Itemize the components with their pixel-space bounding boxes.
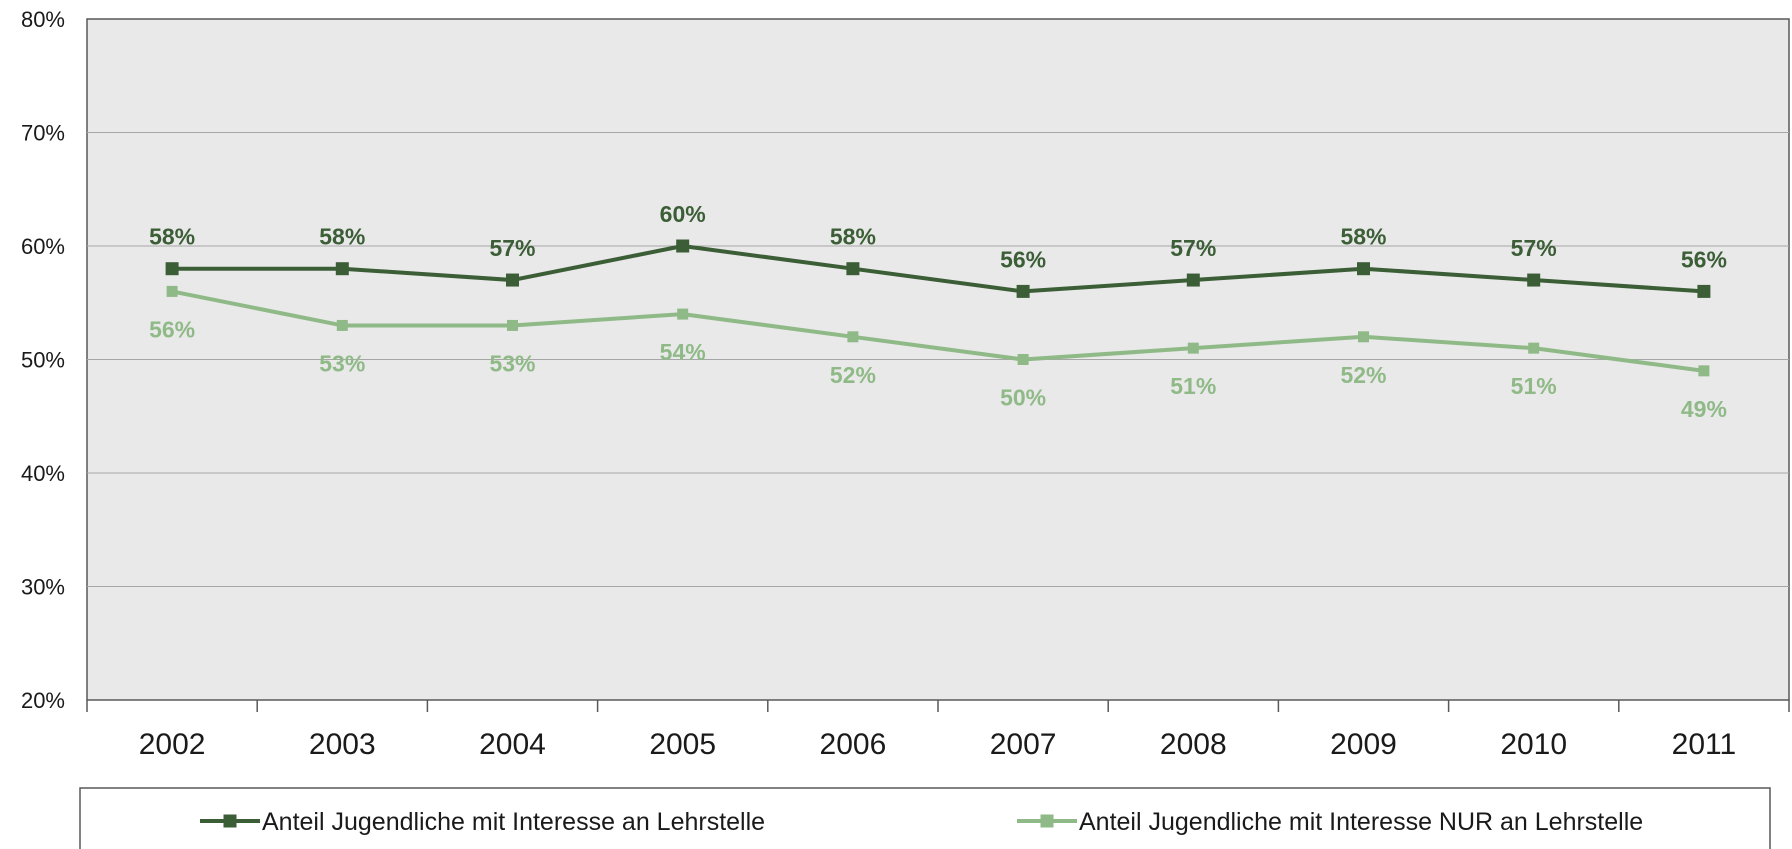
data-label: 51% xyxy=(1511,373,1557,399)
data-point-marker xyxy=(1186,273,1200,287)
x-tick-label: 2005 xyxy=(649,728,716,761)
data-point-marker xyxy=(676,239,690,253)
data-point-marker xyxy=(335,262,349,276)
data-point-marker xyxy=(846,262,860,276)
data-label: 57% xyxy=(489,235,535,261)
data-label: 52% xyxy=(830,362,876,388)
data-label: 56% xyxy=(149,316,195,342)
data-label: 53% xyxy=(319,350,365,376)
data-point-marker xyxy=(1697,284,1711,298)
data-label: 60% xyxy=(660,201,706,227)
data-point-marker xyxy=(677,308,689,320)
data-point-marker xyxy=(1017,354,1029,365)
x-tick-label: 2011 xyxy=(1672,728,1737,761)
series-2: 56% 53% 53% 54% 52% 50% 51% 52% 51% 49% xyxy=(149,285,1727,422)
x-tick-label: 2003 xyxy=(309,728,376,761)
data-label: 51% xyxy=(1170,373,1216,399)
legend-marker-swatch xyxy=(223,814,237,828)
data-point-marker xyxy=(1187,342,1199,354)
data-label: 50% xyxy=(1000,385,1046,411)
data-point-marker xyxy=(1358,331,1369,343)
data-label: 57% xyxy=(1170,235,1216,261)
data-label: 56% xyxy=(1000,246,1046,272)
data-point-marker xyxy=(507,319,518,331)
y-tick-label: 30% xyxy=(21,575,65,600)
y-tick-label: 50% xyxy=(21,348,65,373)
legend: Anteil Jugendliche mit Interesse an Lehr… xyxy=(79,787,1771,849)
legend-label: Anteil Jugendliche mit Interesse NUR an … xyxy=(1079,808,1643,836)
data-label: 56% xyxy=(1681,246,1727,272)
y-tick-label: 70% xyxy=(21,121,65,146)
legend-item: Anteil Jugendliche mit Interesse an Lehr… xyxy=(200,808,765,836)
series-layer: 58% 58% 57%60%58%56% 57% 58% 57% 56%56%53% 53% 5… xyxy=(149,201,1727,422)
legend-box xyxy=(79,787,1771,849)
x-tick-label: 2002 xyxy=(139,728,206,761)
series-line xyxy=(172,244,1705,294)
legend-marker-swatch xyxy=(1040,814,1054,828)
data-label: 58% xyxy=(1340,224,1386,250)
data-label: 58% xyxy=(149,224,195,250)
y-tick-label: 40% xyxy=(21,461,65,486)
x-axis: 2002 2003 2004 2005 2006 2007 2008 2009 2010 2011 xyxy=(86,700,1790,761)
data-label: 53% xyxy=(489,350,535,376)
legend-label: Anteil Jugendliche mit Interesse an Lehr… xyxy=(262,808,765,836)
data-point-marker xyxy=(166,285,178,297)
data-point-marker xyxy=(1016,284,1030,298)
data-point-marker xyxy=(847,331,859,343)
x-tick-label: 2006 xyxy=(820,728,887,761)
series-line xyxy=(171,289,1705,373)
data-label: 52% xyxy=(1340,362,1386,388)
data-label: 54% xyxy=(660,339,706,365)
data-label: 58% xyxy=(319,224,365,250)
data-label: 49% xyxy=(1681,396,1727,422)
legend-item: Anteil Jugendliche mit Interesse NUR an … xyxy=(1017,808,1643,836)
data-point-marker xyxy=(165,262,179,276)
x-tick-label: 2009 xyxy=(1330,728,1397,761)
y-axis: 20% 30% 40% 50% 60% 70% 80% xyxy=(21,7,65,713)
data-point-marker xyxy=(1698,365,1710,377)
x-tick-label: 2008 xyxy=(1160,728,1227,761)
series-1: 58% 58% 57% 60% 58% 56% 57% 58% 57% 56% xyxy=(149,201,1727,298)
data-label: 58% xyxy=(830,224,876,250)
y-tick-label: 20% xyxy=(21,688,65,713)
x-tick-label: 2007 xyxy=(990,728,1057,761)
grid-layer xyxy=(87,132,1789,587)
data-point-marker xyxy=(1527,273,1541,287)
data-point-marker xyxy=(1357,262,1370,276)
y-tick-label: 60% xyxy=(21,234,65,259)
data-point-marker xyxy=(336,319,348,331)
data-point-marker xyxy=(506,273,519,287)
data-label: 57% xyxy=(1511,235,1557,261)
data-point-marker xyxy=(1528,342,1540,354)
x-tick-label: 2004 xyxy=(479,728,546,761)
x-tick-label: 2010 xyxy=(1500,728,1567,761)
y-tick-label: 80% xyxy=(21,7,65,32)
